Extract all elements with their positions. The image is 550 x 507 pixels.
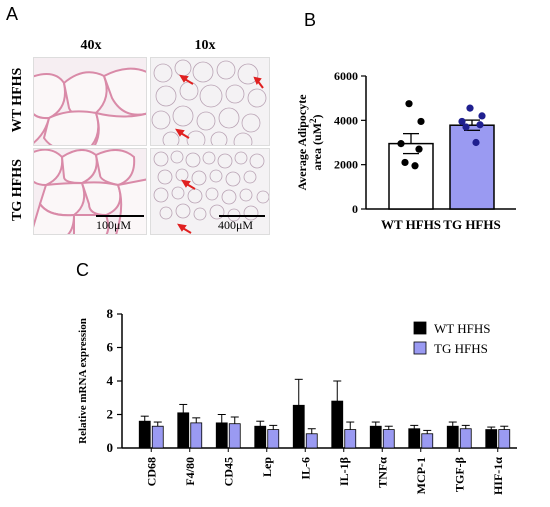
bar-0-2 — [215, 422, 228, 449]
micrograph-tg-10x — [150, 148, 270, 235]
bar-1-7 — [421, 433, 434, 449]
x-tick-label-0: CD68 — [144, 457, 158, 486]
bar-1-3 — [267, 429, 280, 449]
legend-swatch-0 — [413, 321, 427, 335]
data-point-1-1 — [478, 112, 486, 120]
scale-label-100: 100μM — [96, 218, 132, 232]
bar-0-1 — [177, 412, 190, 449]
chart-c: 0 2 4 6 8 Relative mRNA expression CD68 F4/80 CD… — [77, 306, 517, 495]
data-point-1-0 — [466, 104, 474, 112]
y-axis-label-line2: area (uM2) — [308, 115, 324, 171]
legend-swatch-1 — [413, 341, 427, 355]
scale-label-400: 400μM — [218, 218, 254, 232]
x-tick-label-9: HIF-1α — [491, 457, 505, 495]
data-point-0-3 — [415, 145, 423, 153]
bar-0-3 — [254, 425, 267, 449]
x-tick-label-4: IL-6 — [298, 457, 312, 480]
micrograph-tg-40x — [33, 148, 147, 235]
y-tick-label-0: 0 — [352, 202, 358, 216]
y-tick-label-2: 4 — [107, 373, 114, 388]
bar-1-9 — [498, 429, 511, 449]
scale-bar-100 — [96, 215, 144, 217]
bar-0-4 — [292, 404, 305, 449]
bar-0-5 — [331, 400, 344, 449]
data-point-1-2 — [458, 117, 466, 126]
bar-0 — [388, 142, 434, 210]
x-tick-label-7: MCP-1 — [414, 457, 428, 494]
x-tick-label-8: TGF-β — [452, 457, 466, 492]
micrograph-wt-40x — [33, 57, 147, 146]
bar-1-4 — [305, 433, 318, 449]
bar-1-5 — [344, 429, 357, 449]
panel-a-letter: A — [6, 4, 19, 24]
data-point-0-5 — [411, 162, 419, 170]
col-label-10x: 10x — [194, 38, 216, 53]
panel-b-letter: B — [304, 10, 317, 30]
data-point-0-4 — [401, 158, 409, 167]
bar-0-8 — [446, 425, 459, 449]
bar-1-6 — [382, 429, 395, 449]
data-point-0-1 — [417, 117, 425, 126]
x-tick-label-3: Lep — [260, 457, 274, 477]
bar-1 — [449, 124, 495, 210]
bar-1-2 — [228, 423, 241, 449]
bar-0-9 — [485, 429, 498, 449]
data-point-1-3 — [476, 121, 484, 129]
bar-0-7 — [408, 428, 421, 449]
legend-label-1: TG HFHS — [434, 341, 488, 356]
x-tick-label-1: TG HFHS — [443, 217, 500, 232]
chart-b: 0 2000 4000 6000 Average Adipocyte area (uM2)… — [295, 69, 516, 232]
y-tick-label-0: 0 — [107, 440, 114, 455]
y-tick-label-1: 2000 — [334, 158, 358, 172]
scale-bar-400 — [219, 215, 265, 217]
bar-0-0 — [138, 420, 151, 449]
x-tick-label-2: CD45 — [221, 457, 235, 486]
x-tick-label-5: IL-1β — [337, 457, 351, 486]
y-axis-label-line1: Average Adipocyte — [295, 94, 309, 191]
micrograph-wt-10x — [150, 57, 270, 146]
data-point-1-4 — [462, 123, 470, 131]
bar-0-6 — [369, 425, 382, 449]
data-point-0-0 — [405, 100, 413, 108]
x-tick-label-1: F4/80 — [183, 457, 197, 486]
col-label-40x: 40x — [80, 38, 102, 53]
y-tick-label-3: 6000 — [334, 69, 358, 83]
legend-label-0: WT HFHS — [434, 321, 490, 336]
x-tick-label-0: WT HFHS — [381, 217, 441, 232]
bar-1-8 — [459, 428, 472, 449]
row-label-wt: WT HFHS — [10, 67, 25, 133]
bar-1-1 — [190, 422, 203, 449]
x-tick-label-6: TNFα — [375, 457, 389, 488]
y-tick-label-3: 6 — [107, 340, 114, 355]
data-point-1-5 — [472, 138, 480, 147]
data-point-0-2 — [397, 140, 405, 148]
bar-1-0 — [151, 425, 164, 449]
y-axis-label: Relative mRNA expression — [77, 318, 89, 444]
panel-c-letter: C — [76, 260, 89, 280]
row-label-tg: TG HFHS — [10, 159, 25, 221]
y-tick-label-4: 8 — [107, 306, 114, 321]
y-tick-label-2: 4000 — [334, 113, 358, 127]
y-tick-label-1: 2 — [107, 407, 114, 422]
